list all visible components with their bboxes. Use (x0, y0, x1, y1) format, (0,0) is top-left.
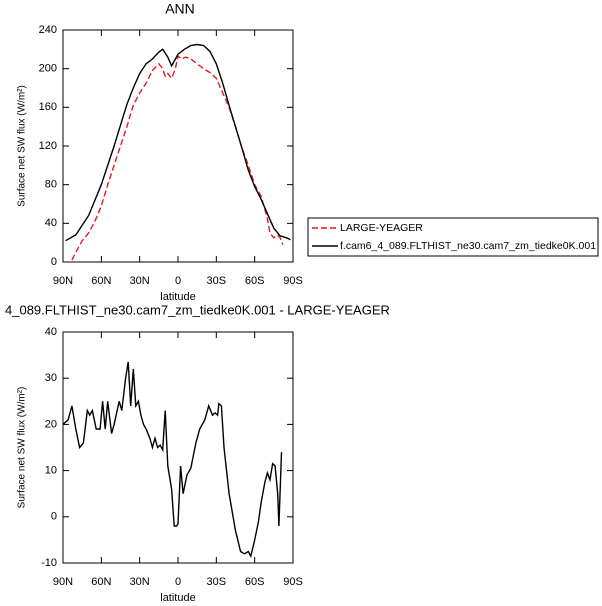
y-tick-label: 80 (45, 179, 57, 191)
y-tick-label: 40 (45, 326, 57, 338)
x-tick-label: 60N (91, 275, 111, 287)
x-tick-label: 90N (53, 275, 73, 287)
legend-label: f.cam6_4_089.FLTHIST_ne30.cam7_zm_tiedke… (340, 240, 596, 252)
x-tick-label: 90S (283, 275, 303, 287)
x-tick-label: 90N (53, 576, 73, 588)
x-axis-label: latitude (160, 592, 195, 604)
chart-title: ANN (165, 1, 195, 17)
y-tick-label: 20 (45, 418, 57, 430)
x-tick-label: 30N (130, 275, 150, 287)
x-tick-label: 0 (175, 576, 181, 588)
data-line (65, 43, 291, 242)
x-tick-label: 90S (283, 576, 303, 588)
y-tick-label: 0 (51, 511, 57, 523)
x-tick-label: 60S (245, 275, 265, 287)
legend-box (307, 217, 599, 257)
x-axis-label: latitude (160, 291, 195, 303)
x-tick-label: 30N (130, 576, 150, 588)
chart-title: 4_089.FLTHIST_ne30.cam7_zm_tiedke0K.001 … (5, 302, 390, 317)
x-tick-label: 0 (175, 275, 181, 287)
y-tick-label: 120 (39, 140, 57, 152)
y-axis-label: Surface net SW flux (W/m²) (17, 387, 28, 509)
y-tick-label: 160 (39, 101, 57, 113)
y-tick-label: 40 (45, 217, 57, 229)
y-tick-label: 200 (39, 63, 57, 75)
x-tick-label: 60N (91, 576, 111, 588)
data-line (71, 54, 284, 261)
x-tick-label: 60S (245, 576, 265, 588)
legend-label: LARGE-YEAGER (340, 222, 423, 234)
y-axis-label: Surface net SW flux (W/m²) (17, 85, 28, 207)
data-line (62, 361, 283, 559)
y-tick-label: 30 (45, 372, 57, 384)
x-tick-label: 30S (207, 576, 227, 588)
x-tick-label: 30S (207, 275, 227, 287)
y-tick-label: 0 (51, 256, 57, 268)
y-tick-label: -10 (41, 557, 57, 569)
y-tick-label: 10 (45, 465, 57, 477)
plot-frame (62, 29, 294, 263)
plot-frame (62, 331, 294, 564)
y-tick-label: 240 (39, 24, 57, 36)
